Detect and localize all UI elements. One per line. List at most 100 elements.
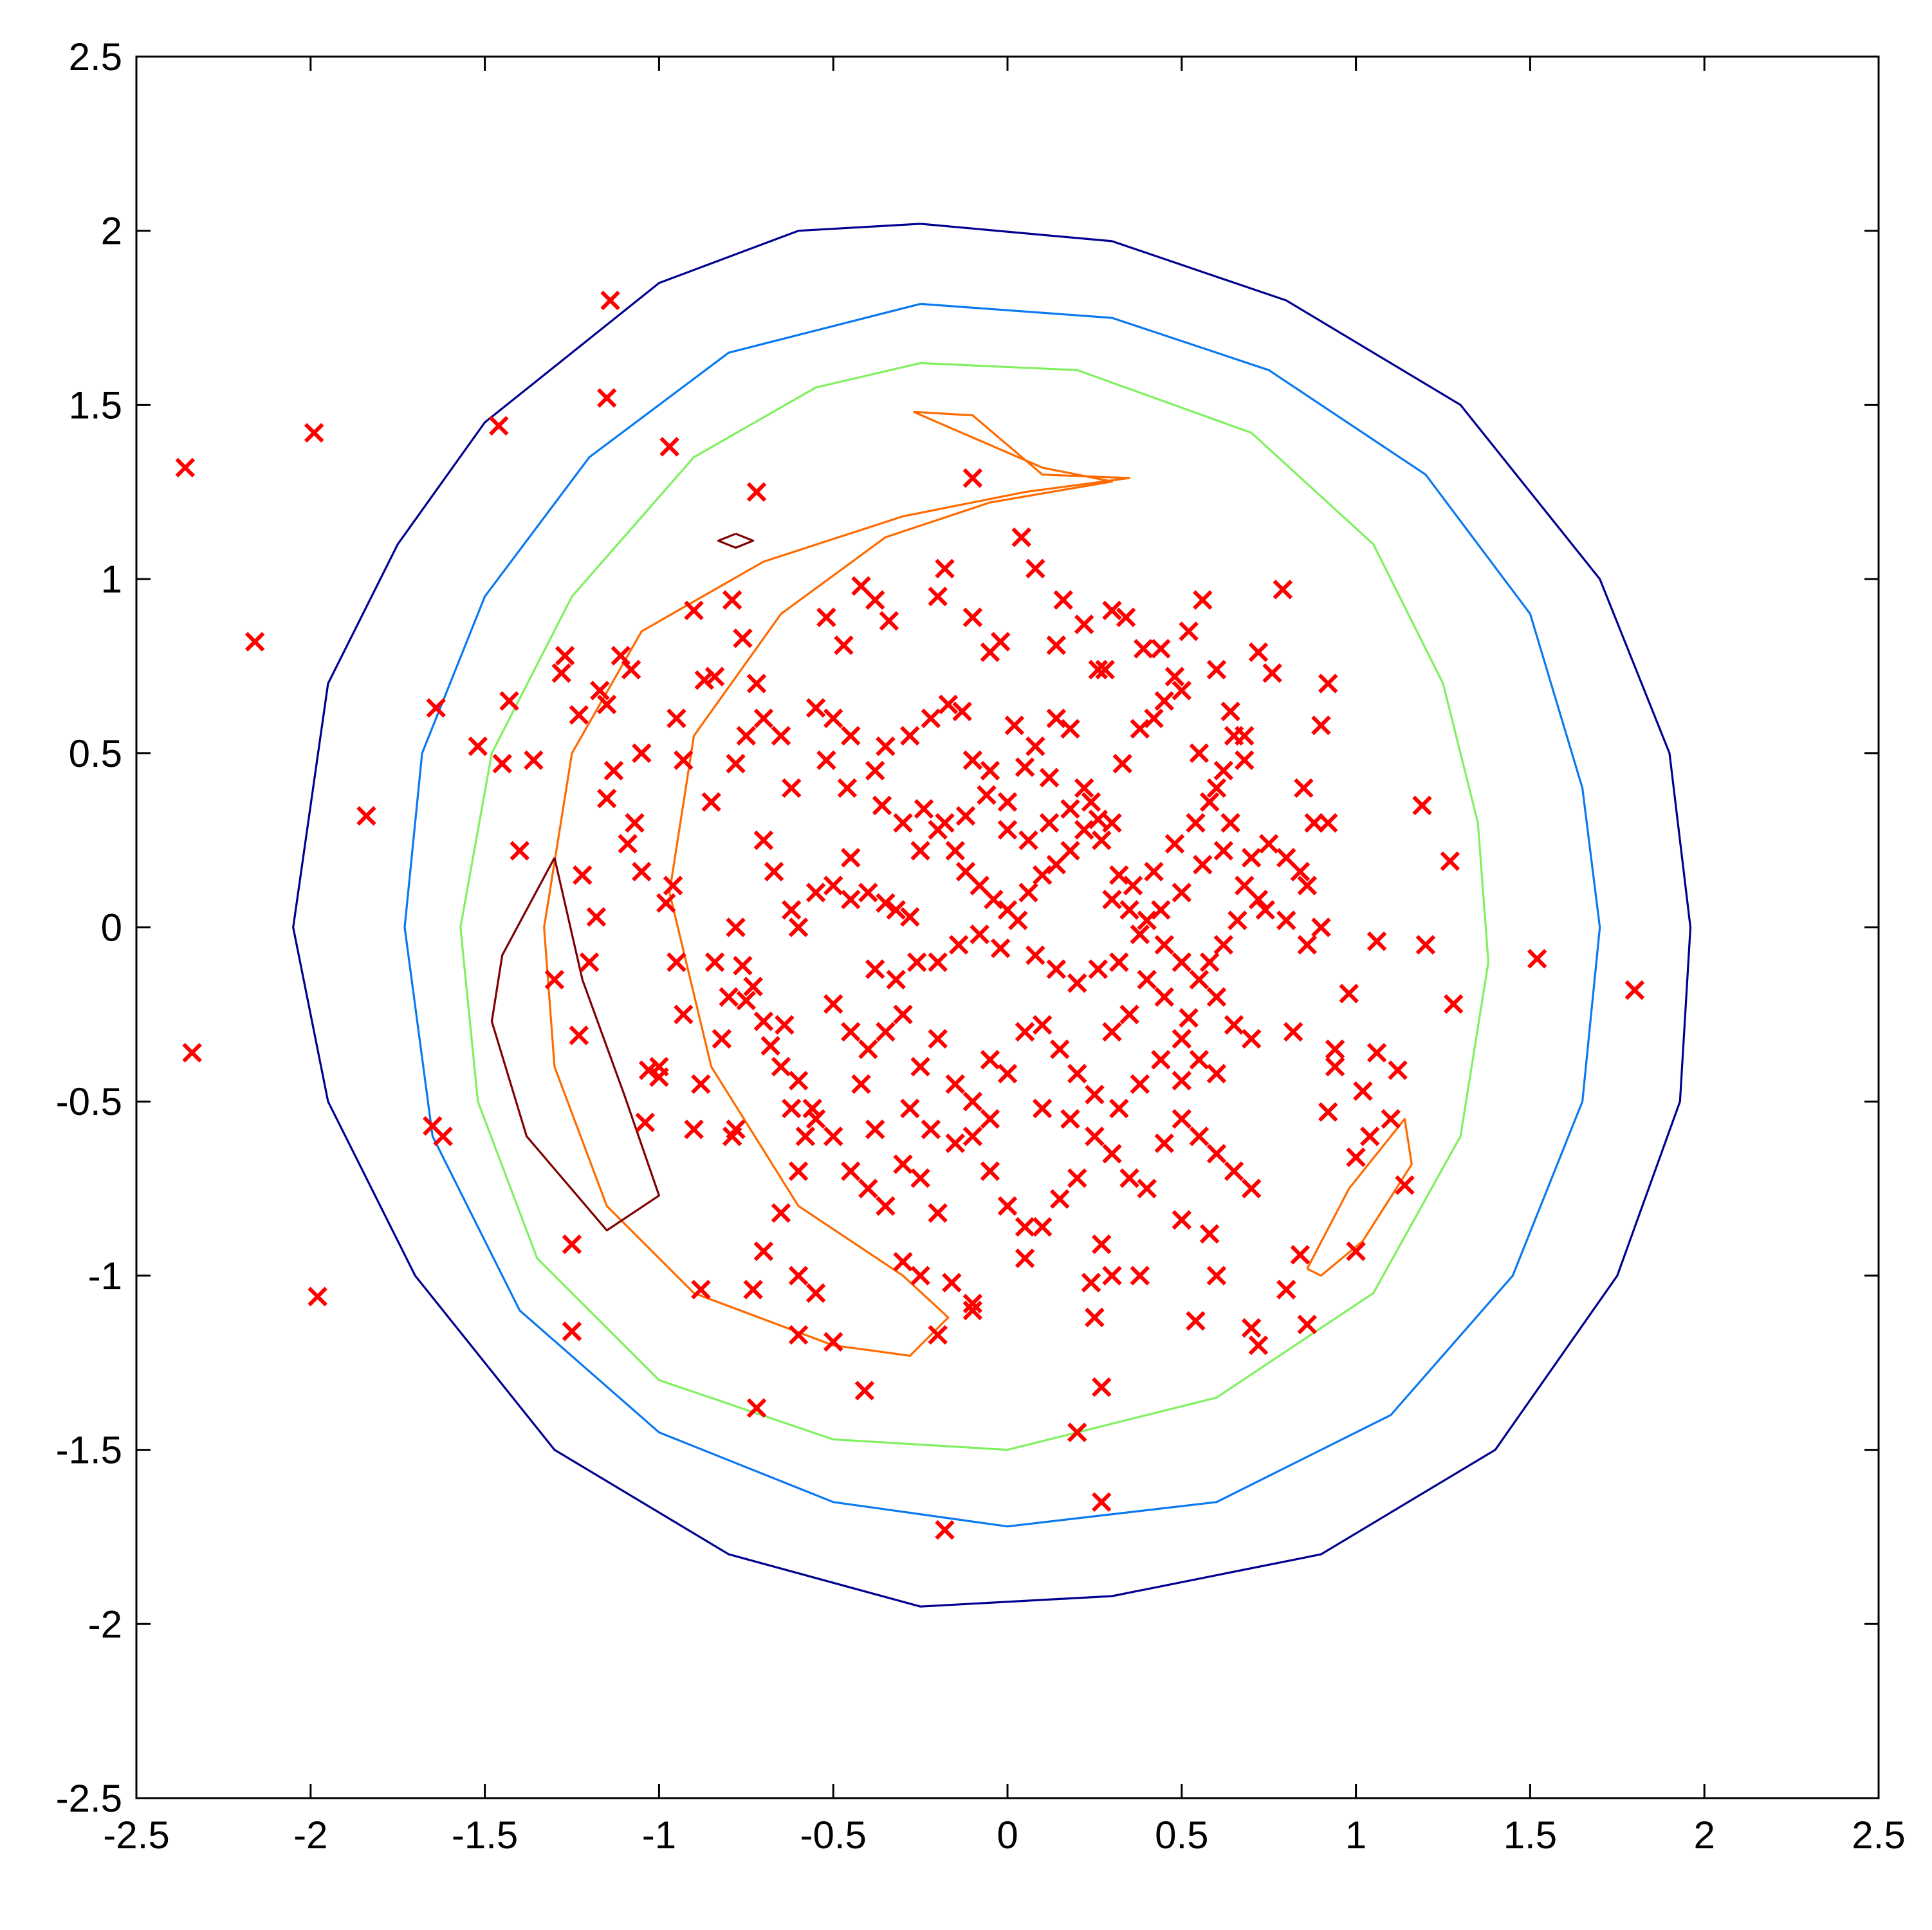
data-point-marker (945, 1133, 966, 1153)
data-point-marker (1179, 1008, 1199, 1028)
data-point-marker (764, 861, 784, 882)
data-point-marker (1186, 1311, 1206, 1331)
data-point-marker (1067, 1063, 1087, 1084)
data-point-marker (1088, 959, 1109, 979)
data-point-marker (962, 1126, 983, 1146)
axes-frame (135, 55, 1880, 1799)
data-point-marker (562, 1234, 582, 1254)
data-point-marker (1262, 663, 1282, 683)
data-point-marker (524, 750, 544, 770)
data-point-marker (1206, 659, 1227, 680)
data-point-marker (1015, 1022, 1035, 1042)
data-point-marker (611, 645, 631, 666)
data-point-marker (1186, 813, 1206, 833)
data-point-marker (1060, 719, 1080, 739)
data-point-marker (1102, 1265, 1122, 1286)
data-point-marker (1193, 590, 1213, 610)
data-point-marker (1109, 952, 1129, 972)
data-point-marker (781, 778, 802, 798)
data-point-marker (663, 876, 683, 896)
y-tick-label: -1.5 (56, 1429, 122, 1472)
data-point-marker (910, 1056, 930, 1077)
contour-line-3 (459, 362, 1489, 1451)
data-point-marker (910, 1168, 930, 1188)
data-point-marker (743, 1280, 763, 1300)
data-point-marker (1276, 910, 1296, 930)
data-point-marker (876, 736, 896, 757)
x-tick-label: -0.5 (800, 1814, 867, 1857)
data-point-marker (1179, 621, 1199, 641)
data-point-marker (694, 670, 715, 690)
data-point-marker (426, 698, 446, 718)
data-point-marker (1224, 726, 1244, 746)
y-tick-labels: -2.5 -2 -1.5 -1 -0.5 0 0.5 1 1.5 2 2.5 (56, 35, 122, 1820)
data-point-marker (674, 1004, 694, 1025)
data-point-marker (1318, 813, 1338, 833)
data-point-marker (928, 952, 948, 972)
data-point-marker (1109, 1098, 1129, 1119)
data-point-marker (1199, 1224, 1220, 1244)
data-point-marker (771, 1056, 791, 1077)
data-point-marker (726, 753, 746, 774)
data-point-marker (562, 1321, 582, 1341)
data-point-marker (1123, 876, 1143, 896)
data-point-marker (962, 750, 983, 770)
data-point-marker (1213, 935, 1234, 955)
data-point-marker (621, 659, 641, 680)
data-point-marker (865, 1119, 885, 1139)
data-point-marker (921, 708, 941, 728)
data-point-marker (1091, 1492, 1112, 1512)
data-point-marker (851, 1074, 871, 1094)
data-point-marker (1067, 973, 1087, 993)
data-point-marker (704, 952, 725, 972)
data-point-marker (893, 1004, 913, 1025)
data-point-marker (928, 1325, 948, 1345)
data-point-marker (771, 726, 791, 746)
data-point-marker (865, 590, 885, 610)
data-point-marker (823, 708, 843, 728)
data-point-marker (1199, 792, 1220, 812)
data-point-marker (600, 290, 620, 311)
data-point-marker (1026, 736, 1045, 757)
y-tick-label: 1.5 (69, 383, 122, 427)
data-point-marker (876, 1196, 896, 1216)
data-point-marker (1026, 558, 1045, 579)
data-point-marker (1085, 1307, 1105, 1328)
data-point-marker (893, 813, 913, 833)
data-point-marker (1290, 1245, 1311, 1265)
data-point-marker (788, 1071, 809, 1090)
data-point-marker (1137, 970, 1157, 989)
data-point-marker (1018, 830, 1038, 850)
data-point-marker (1235, 750, 1255, 770)
data-point-marker (851, 576, 871, 596)
data-point-marker (736, 726, 757, 746)
data-point-marker (1102, 813, 1122, 833)
data-point-marker (834, 635, 854, 656)
data-point-marker (1119, 900, 1139, 920)
data-point-marker (1088, 809, 1109, 829)
contour-line-1 (292, 223, 1692, 1608)
data-point-marker (816, 750, 836, 770)
data-point-marker (1039, 767, 1060, 787)
data-point-marker (736, 990, 757, 1011)
data-point-marker (1133, 639, 1154, 659)
data-point-marker (788, 917, 809, 937)
data-point-marker (674, 750, 694, 770)
data-point-marker (1172, 1109, 1192, 1129)
data-point-marker (942, 1273, 962, 1292)
data-point-marker (596, 694, 617, 715)
data-point-marker (1164, 834, 1185, 854)
data-point-marker (1032, 1015, 1053, 1035)
x-tick-label: 1 (1345, 1814, 1366, 1857)
data-point-marker (1199, 952, 1220, 972)
data-point-marker (691, 1280, 711, 1300)
data-point-marker (823, 876, 843, 896)
data-point-marker (1283, 1022, 1303, 1042)
y-tick-label: -1 (88, 1254, 122, 1298)
data-point-marker (841, 726, 861, 746)
data-point-marker (632, 861, 652, 882)
data-point-marker (1339, 984, 1359, 1004)
data-point-marker (586, 907, 607, 927)
data-point-marker (712, 1029, 732, 1049)
